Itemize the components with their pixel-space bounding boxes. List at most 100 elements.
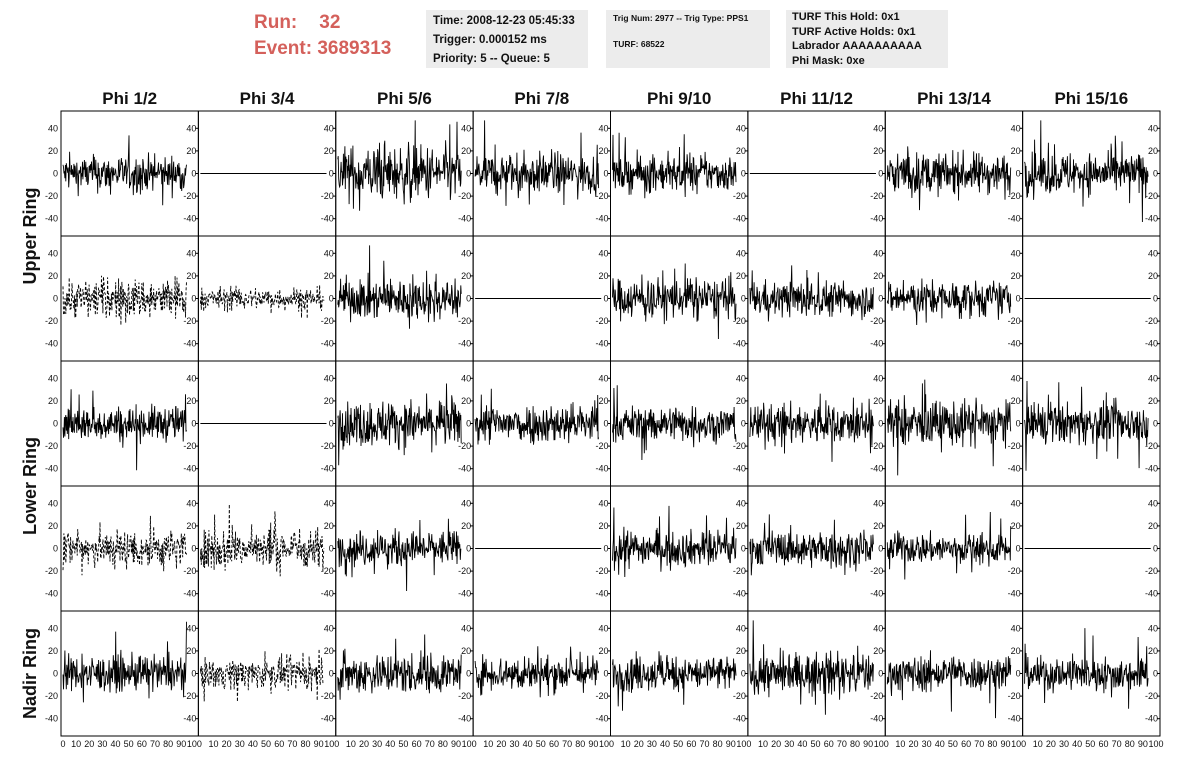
y-tick-label: -20 <box>595 316 608 326</box>
y-tick-label: 40 <box>736 623 746 633</box>
x-tick-label: 60 <box>549 739 559 749</box>
x-tick-label: 90 <box>1000 739 1010 749</box>
labrador-text: Labrador AAAAAAAAAA <box>792 40 922 52</box>
y-tick-label: 40 <box>1148 248 1158 258</box>
y-tick-label: -20 <box>595 191 608 201</box>
y-tick-label: -40 <box>183 339 196 349</box>
y-tick-label: 40 <box>1148 498 1158 508</box>
y-tick-label: 40 <box>873 123 883 133</box>
x-tick-label: 70 <box>699 739 709 749</box>
y-tick-label: -20 <box>321 441 334 451</box>
waveform-trace <box>474 120 600 206</box>
x-tick-label: 100 <box>874 739 889 749</box>
y-tick-label: -40 <box>733 714 746 724</box>
y-tick-label: -40 <box>1145 714 1158 724</box>
y-tick-label: -40 <box>595 214 608 224</box>
y-tick-label: 40 <box>598 123 608 133</box>
x-tick-label: 100 <box>462 739 477 749</box>
waveform-trace <box>1024 380 1149 471</box>
y-tick-label: -40 <box>458 589 471 599</box>
x-tick-label: 0 <box>60 739 65 749</box>
y-tick-label: -40 <box>733 339 746 349</box>
x-tick-label: 50 <box>261 739 271 749</box>
y-tick-label: 20 <box>461 646 471 656</box>
waveform-trace <box>612 505 737 578</box>
y-tick-label: 40 <box>1011 373 1021 383</box>
y-tick-label: -40 <box>321 714 334 724</box>
y-tick-label: -40 <box>1008 714 1021 724</box>
y-tick-label: 0 <box>53 169 58 179</box>
run-label: Run: <box>254 12 298 33</box>
waveform-trace <box>337 245 462 329</box>
waveform-trace <box>749 265 874 322</box>
x-tick-label: 80 <box>987 739 997 749</box>
y-tick-label: -20 <box>458 691 471 701</box>
y-tick-label: 0 <box>1016 419 1021 429</box>
column-header: Phi 7/8 <box>514 89 569 108</box>
y-tick-label: -20 <box>1008 691 1021 701</box>
y-tick-label: -40 <box>870 589 883 599</box>
x-tick-label: 90 <box>726 739 736 749</box>
y-tick-label: 0 <box>1153 294 1158 304</box>
y-tick-label: 20 <box>1148 396 1158 406</box>
waveform-trace <box>62 621 187 703</box>
column-header: Phi 9/10 <box>647 89 711 108</box>
y-tick-label: 0 <box>329 169 334 179</box>
y-tick-label: 20 <box>598 271 608 281</box>
y-tick-label: 20 <box>48 646 58 656</box>
y-tick-label: -40 <box>595 589 608 599</box>
y-tick-label: -20 <box>733 316 746 326</box>
y-tick-label: 20 <box>324 646 334 656</box>
waveform-trace <box>749 514 874 576</box>
turf-active-text: TURF Active Holds: 0x1 <box>792 25 916 38</box>
y-tick-label: 40 <box>1011 623 1021 633</box>
y-tick-label: 40 <box>598 373 608 383</box>
y-tick-label: 20 <box>873 271 883 281</box>
y-tick-label: 0 <box>741 169 746 179</box>
turf-text: TURF: 68522 <box>613 39 665 49</box>
y-tick-label: -20 <box>595 566 608 576</box>
run-event-label: Run: 32 Event: 3689313 <box>254 10 391 62</box>
y-tick-label: 20 <box>736 396 746 406</box>
y-tick-label: 0 <box>878 669 883 679</box>
y-tick-label: 20 <box>324 396 334 406</box>
y-tick-label: -40 <box>321 464 334 474</box>
x-tick-label: 30 <box>647 739 657 749</box>
y-tick-label: 0 <box>191 669 196 679</box>
turf-info-panel: TURF This Hold: 0x1 TURF Active Holds: 0… <box>786 10 948 68</box>
y-tick-label: -20 <box>733 191 746 201</box>
y-tick-label: 20 <box>1148 146 1158 156</box>
y-tick-label: 40 <box>461 373 471 383</box>
y-tick-label: 20 <box>598 521 608 531</box>
y-tick-label: 40 <box>1148 623 1158 633</box>
y-tick-label: 40 <box>461 498 471 508</box>
x-tick-label: 30 <box>784 739 794 749</box>
x-tick-label: 50 <box>673 739 683 749</box>
y-tick-label: 0 <box>191 419 196 429</box>
y-tick-label: -40 <box>1145 214 1158 224</box>
y-tick-label: 40 <box>598 498 608 508</box>
x-tick-label: 100 <box>1148 739 1163 749</box>
x-tick-label: 40 <box>111 739 121 749</box>
x-tick-label: 40 <box>797 739 807 749</box>
y-tick-label: -40 <box>595 714 608 724</box>
y-tick-label: 20 <box>598 646 608 656</box>
y-tick-label: 0 <box>53 544 58 554</box>
column-header: Phi 5/6 <box>377 89 432 108</box>
waveform-trace <box>612 385 737 461</box>
x-tick-label: 70 <box>837 739 847 749</box>
y-tick-label: 40 <box>186 373 196 383</box>
y-tick-label: -20 <box>733 566 746 576</box>
y-tick-label: -20 <box>183 441 196 451</box>
y-tick-label: -20 <box>1145 191 1158 201</box>
y-tick-label: 0 <box>603 294 608 304</box>
y-tick-label: 0 <box>53 419 58 429</box>
x-tick-label: 20 <box>222 739 232 749</box>
x-tick-label: 80 <box>163 739 173 749</box>
y-tick-label: -40 <box>1145 339 1158 349</box>
y-tick-label: 40 <box>324 248 334 258</box>
column-header: Phi 11/12 <box>780 89 853 108</box>
plot-frame <box>747 235 886 362</box>
y-tick-label: 0 <box>1016 294 1021 304</box>
y-tick-label: 20 <box>186 646 196 656</box>
